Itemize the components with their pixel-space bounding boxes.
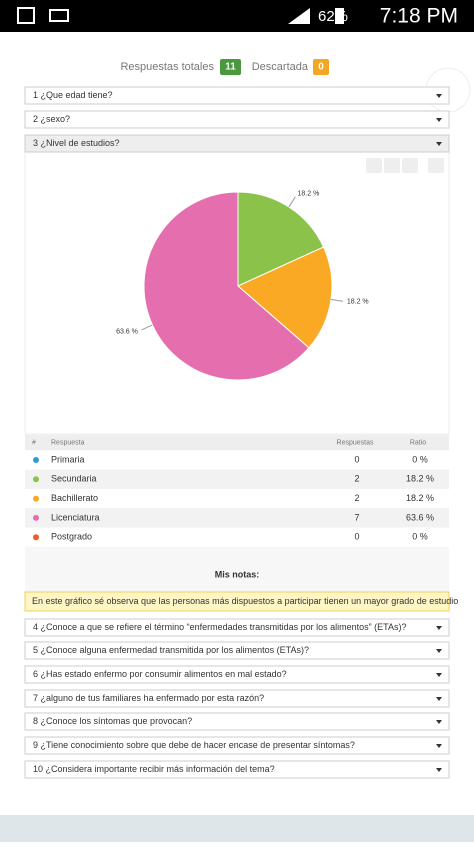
question-bar[interactable] (24, 86, 450, 105)
row-count: 0 (354, 532, 359, 542)
row-count: 0 (354, 454, 359, 464)
table-row (25, 508, 449, 528)
row-count: 7 (354, 512, 359, 522)
gallery-icon (17, 7, 35, 24)
dropdown-arrow (436, 649, 442, 653)
slice-label: 18.2 % (347, 299, 369, 306)
legend-dot (33, 534, 39, 541)
question-bar[interactable] (24, 641, 450, 660)
column-header: # (32, 439, 36, 446)
download-button[interactable] (428, 158, 444, 173)
voicemail-icon (49, 9, 69, 22)
question-text: 10 ¿Considera importante recibir más inf… (33, 764, 275, 774)
slice-label: 18.2 % (298, 190, 320, 197)
pie-button[interactable] (366, 158, 382, 173)
row-name: Primaria (51, 454, 85, 464)
question-bar[interactable] (24, 665, 450, 684)
question-text: 8 ¿Conoce los síntomas que provocan? (33, 716, 192, 726)
signal-icon (288, 8, 310, 24)
question-bar[interactable] (24, 134, 450, 153)
question-text: 3 ¿Nivel de estudios? (33, 138, 120, 148)
pie-slice (237, 191, 325, 287)
dropdown-arrow (436, 744, 442, 748)
dropdown-arrow (436, 697, 442, 701)
total-badge (220, 59, 241, 75)
column-header: Ratio (410, 439, 426, 446)
column-header: Respuesta (51, 439, 85, 446)
dropdown-arrow (436, 142, 442, 146)
row-ratio: 0 % (412, 532, 428, 542)
leader-line (141, 324, 153, 331)
clock: 7:18 PM (380, 5, 458, 28)
question-text: 5 ¿Conoce alguna enfermedad transmitida … (33, 645, 309, 655)
status-bar (0, 0, 474, 32)
row-name: Postgrado (51, 532, 92, 542)
question-text: 6 ¿Has estado enfermo por consumir alime… (33, 669, 287, 679)
table-header (25, 435, 449, 450)
legend-dot (33, 495, 39, 502)
table-row (25, 450, 449, 470)
question-bar[interactable] (24, 760, 450, 779)
question-text: 9 ¿Tiene conocimiento sobre que debe de … (33, 740, 355, 750)
pie-slice (143, 191, 310, 381)
leader-line (288, 196, 296, 208)
footer (0, 815, 474, 842)
dropdown-arrow (436, 720, 442, 724)
question-text: 1 ¿Que edad tiene? (33, 90, 113, 100)
question-text: 7 ¿alguno de tus familiares ha enfermado… (33, 693, 264, 703)
slice-label: 63.6 % (116, 328, 138, 335)
total: 11 (225, 62, 236, 73)
row-ratio: 18.2 % (406, 493, 434, 503)
column-header: Respuestas (337, 439, 374, 446)
legend-dot (33, 514, 39, 521)
notes-title: Mis notas: (215, 569, 260, 579)
leader-line (330, 299, 343, 302)
battery: 62% (318, 8, 348, 25)
question-text: 2 ¿sexo? (33, 114, 70, 124)
chart-tools[interactable] (366, 158, 444, 173)
dropdown-arrow (436, 94, 442, 98)
question-text: 4 ¿Conoce a que se refiere el término “e… (33, 622, 407, 632)
table-row (25, 469, 449, 489)
discarded-label: Descartada (252, 61, 309, 73)
question-bar[interactable] (24, 736, 450, 755)
question-bar[interactable] (24, 712, 450, 731)
row-name: Licenciatura (51, 512, 100, 522)
row-name: Secundaria (51, 474, 97, 484)
row-count: 2 (354, 493, 359, 503)
note-box (24, 591, 450, 612)
total-label: Respuestas totales (120, 61, 214, 73)
question-bar[interactable] (24, 618, 450, 637)
table-row (25, 527, 449, 547)
row-name: Bachillerato (51, 493, 98, 503)
table-row (25, 489, 449, 509)
question-bar[interactable] (24, 689, 450, 708)
legend-dot (33, 476, 39, 483)
notes-text: En este gráfico sé observa que las perso… (32, 596, 458, 606)
row-ratio: 63.6 % (406, 512, 434, 522)
discarded: 0 (318, 62, 324, 73)
bar-button[interactable] (384, 158, 400, 173)
discarded-badge (313, 59, 329, 75)
row-ratio: 18.2 % (406, 474, 434, 484)
dropdown-arrow (436, 768, 442, 772)
dropdown-arrow (436, 118, 442, 122)
dropdown-arrow (436, 626, 442, 630)
row-count: 2 (354, 474, 359, 484)
legend-dot (33, 457, 39, 463)
row-ratio: 0 % (412, 454, 428, 464)
question-bar[interactable] (24, 110, 450, 129)
dropdown-arrow (436, 673, 442, 677)
table-button[interactable] (402, 158, 418, 173)
battery-icon (335, 8, 344, 24)
